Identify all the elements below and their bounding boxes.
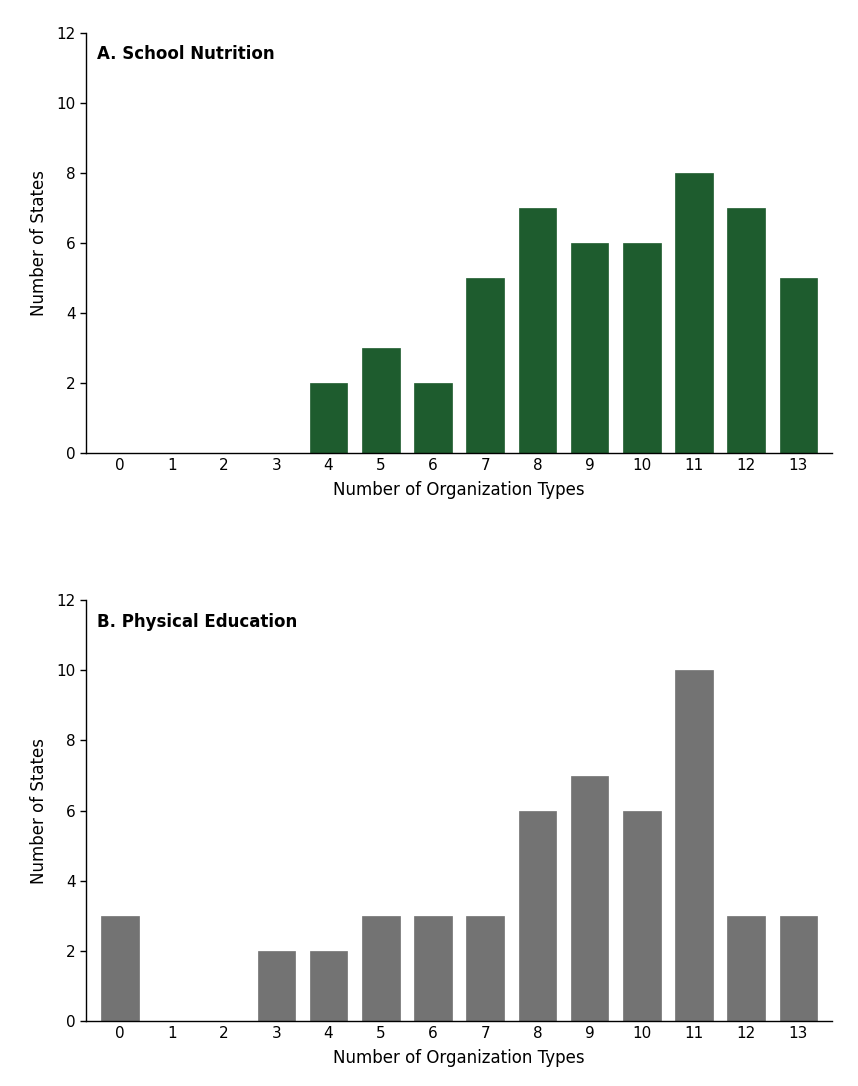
- Text: A. School Nutrition: A. School Nutrition: [97, 46, 275, 63]
- Bar: [728, 915, 765, 1021]
- Bar: [623, 243, 661, 453]
- X-axis label: Number of Organization Types: Number of Organization Types: [333, 1049, 585, 1068]
- Bar: [467, 915, 504, 1021]
- Bar: [414, 383, 451, 453]
- Bar: [675, 173, 713, 453]
- Bar: [780, 915, 817, 1021]
- Bar: [101, 915, 138, 1021]
- Y-axis label: Number of States: Number of States: [30, 737, 48, 884]
- Bar: [310, 383, 347, 453]
- Y-axis label: Number of States: Number of States: [30, 169, 48, 316]
- Text: B. Physical Education: B. Physical Education: [97, 613, 297, 631]
- Bar: [257, 950, 295, 1021]
- Bar: [362, 915, 400, 1021]
- Bar: [780, 278, 817, 453]
- Bar: [518, 810, 556, 1021]
- Bar: [414, 915, 451, 1021]
- Bar: [571, 775, 608, 1021]
- Bar: [362, 348, 400, 453]
- X-axis label: Number of Organization Types: Number of Organization Types: [333, 481, 585, 500]
- Bar: [675, 670, 713, 1021]
- Bar: [728, 207, 765, 453]
- Bar: [623, 810, 661, 1021]
- Bar: [467, 278, 504, 453]
- Bar: [518, 207, 556, 453]
- Bar: [310, 950, 347, 1021]
- Bar: [571, 243, 608, 453]
